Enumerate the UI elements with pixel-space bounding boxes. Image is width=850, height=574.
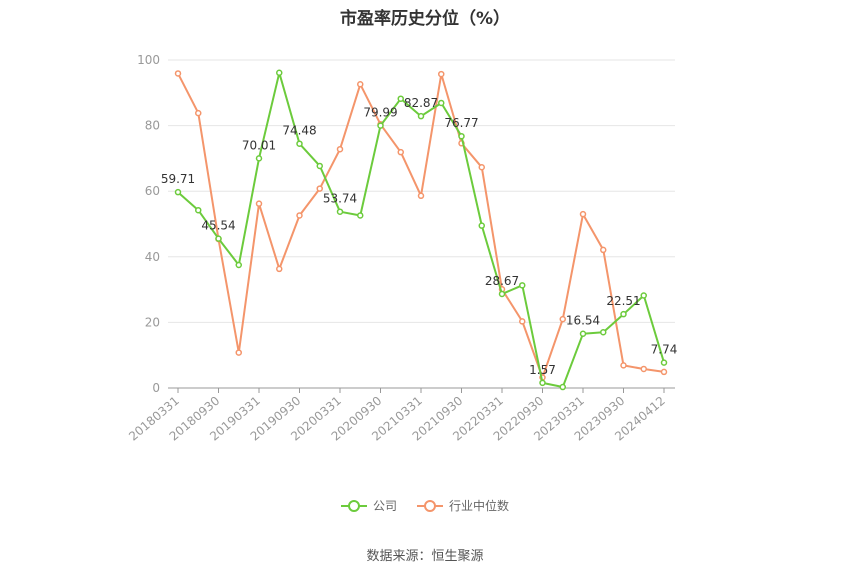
point-industry-median[interactable] [600, 246, 607, 254]
point-company[interactable] [397, 95, 404, 102]
data-label-company: 7.74 [651, 343, 678, 357]
point-industry-median[interactable] [336, 145, 344, 153]
point-industry-median[interactable] [235, 349, 242, 356]
data-label-company: 1.57 [529, 363, 556, 377]
series-layer [174, 69, 668, 391]
point-company[interactable] [174, 188, 182, 196]
y-tick-label: 100 [137, 53, 160, 67]
point-company[interactable] [579, 330, 587, 337]
point-industry-median[interactable] [559, 315, 566, 323]
axes: 0204060801002018033120180930201903312019… [126, 53, 675, 444]
point-company[interactable] [316, 162, 323, 170]
point-company[interactable] [255, 155, 263, 162]
data-label-company: 76.77 [444, 116, 478, 130]
point-industry-median[interactable] [620, 362, 627, 369]
point-company[interactable] [478, 222, 485, 229]
point-company[interactable] [660, 359, 668, 366]
data-source: 数据来源：恒生聚源 [366, 549, 484, 564]
data-label-company: 28.67 [485, 274, 519, 288]
data-label-company: 79.99 [363, 106, 397, 120]
y-tick-label: 60 [145, 184, 160, 198]
data-label-company: 74.48 [282, 124, 316, 138]
point-industry-median[interactable] [660, 368, 668, 376]
line-chart: 0204060801002018033120180930201903312019… [126, 53, 678, 444]
point-industry-median[interactable] [640, 365, 647, 373]
point-company[interactable] [357, 212, 364, 219]
point-company[interactable] [296, 140, 303, 147]
point-company[interactable] [438, 99, 445, 107]
point-company[interactable] [235, 261, 242, 269]
point-company[interactable] [640, 292, 647, 299]
point-industry-median[interactable] [255, 200, 263, 207]
point-industry-median[interactable] [478, 164, 485, 171]
legend-item-company[interactable]: 公司 [340, 497, 397, 514]
point-industry-median[interactable] [579, 210, 587, 218]
point-industry-median[interactable] [316, 185, 323, 192]
legend-swatch-industry-median [417, 499, 443, 512]
point-industry-median[interactable] [417, 192, 425, 200]
point-company[interactable] [276, 69, 283, 77]
legend-item-industry-median[interactable]: 行业中位数 [417, 497, 509, 514]
point-industry-median[interactable] [438, 70, 445, 78]
point-company[interactable] [215, 235, 222, 242]
data-label-company: 16.54 [566, 314, 600, 328]
data-label-company: 70.01 [242, 138, 276, 152]
point-company[interactable] [498, 290, 506, 298]
legend-label-company: 公司 [372, 499, 397, 513]
y-tick-label: 0 [152, 381, 160, 395]
chart-title: 市盈率历史分位（%） [339, 9, 511, 29]
y-tick-label: 40 [145, 250, 160, 264]
point-company[interactable] [336, 208, 344, 215]
point-company[interactable] [377, 122, 384, 129]
data-label-company: 59.71 [161, 172, 195, 186]
data-labels: 59.71 45.54 70.01 74.48 53.74 79.99 82.87 76.77… [161, 96, 678, 377]
point-company[interactable] [195, 206, 202, 214]
point-company[interactable] [519, 282, 526, 289]
legend: 公司 行业中位数 [0, 497, 850, 514]
legend-swatch-company [340, 499, 367, 512]
point-industry-median[interactable] [195, 109, 202, 117]
point-company[interactable] [458, 132, 465, 140]
data-label-company: 45.54 [201, 219, 235, 233]
data-label-company: 22.51 [606, 294, 640, 308]
point-industry-median[interactable] [397, 148, 404, 156]
y-tick-label: 80 [145, 119, 160, 133]
point-company[interactable] [620, 310, 627, 318]
point-industry-median[interactable] [174, 70, 182, 77]
point-company[interactable] [539, 379, 546, 387]
point-industry-median[interactable] [357, 81, 364, 88]
point-industry-median[interactable] [519, 318, 526, 325]
legend-label-industry-median: 行业中位数 [449, 499, 510, 513]
point-company[interactable] [600, 328, 607, 336]
data-label-company: 53.74 [323, 192, 357, 206]
data-label-company: 82.87 [404, 96, 438, 110]
point-company[interactable] [417, 112, 425, 120]
point-industry-median[interactable] [296, 212, 303, 219]
y-tick-label: 20 [145, 315, 160, 329]
point-industry-median[interactable] [276, 265, 283, 273]
point-company[interactable] [559, 383, 566, 391]
